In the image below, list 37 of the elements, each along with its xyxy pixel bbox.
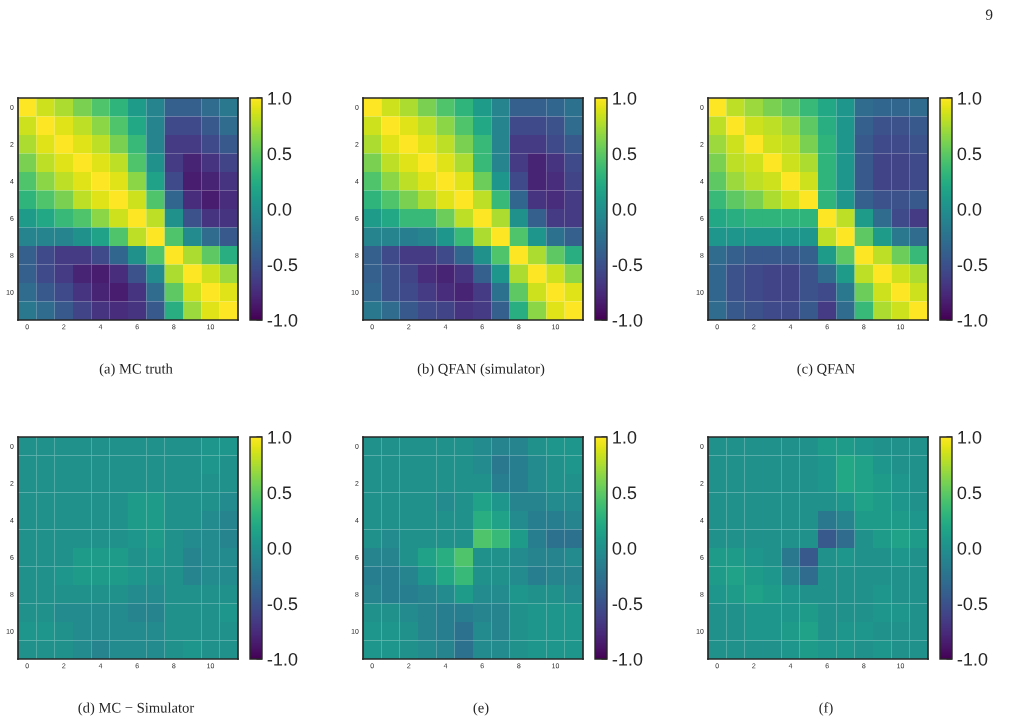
color-bar-label: -1.0 xyxy=(612,652,643,666)
text: 9 xyxy=(985,9,993,20)
color-bar-label: 0.0 xyxy=(957,202,982,216)
color-bar-label: -1.0 xyxy=(267,313,298,327)
color-bar-label: -1.0 xyxy=(957,652,988,666)
color-bar-label: -0.5 xyxy=(267,258,298,272)
color-bar-label: 0.0 xyxy=(267,202,292,216)
text: (f) xyxy=(819,702,833,716)
color-bar-label: 0.5 xyxy=(612,486,637,500)
color-bar-label: 0.0 xyxy=(612,541,637,555)
color-bar-label: 0.5 xyxy=(267,486,292,500)
color-bar-label: 0.5 xyxy=(267,147,292,161)
color-bar-label: 0.0 xyxy=(267,541,292,555)
color-bar-label: 1.0 xyxy=(613,91,637,105)
text: (e) xyxy=(473,702,489,716)
text: (c) QFAN xyxy=(797,363,855,377)
text: (d) MC − Simulator xyxy=(78,702,195,716)
color-bar-label: -0.5 xyxy=(612,258,643,272)
text: (b) QFAN (simulator) xyxy=(417,363,545,377)
color-bar-label: 0.0 xyxy=(612,202,637,216)
text: (a) MC truth xyxy=(99,363,173,377)
color-bar-label: -0.5 xyxy=(957,597,988,611)
color-bar-label: -0.5 xyxy=(267,597,298,611)
color-bar-label: -1.0 xyxy=(267,652,298,666)
color-bar-label: 1.0 xyxy=(613,430,637,444)
color-bar-label: -1.0 xyxy=(957,313,988,327)
color-bar-label: 0.5 xyxy=(957,486,982,500)
color-bar-label: 0.5 xyxy=(957,147,982,161)
color-bar-label: 0.5 xyxy=(612,147,637,161)
color-bar-label: 1.0 xyxy=(958,430,982,444)
color-bar-label: 1.0 xyxy=(958,91,982,105)
color-bar-label: -0.5 xyxy=(612,597,643,611)
color-bar-label: 0.0 xyxy=(957,541,982,555)
color-bar-label: 1.0 xyxy=(268,91,292,105)
color-bar-label: -1.0 xyxy=(612,313,643,327)
color-bar-label: -0.5 xyxy=(957,258,988,272)
color-bar-label: 1.0 xyxy=(268,430,292,444)
